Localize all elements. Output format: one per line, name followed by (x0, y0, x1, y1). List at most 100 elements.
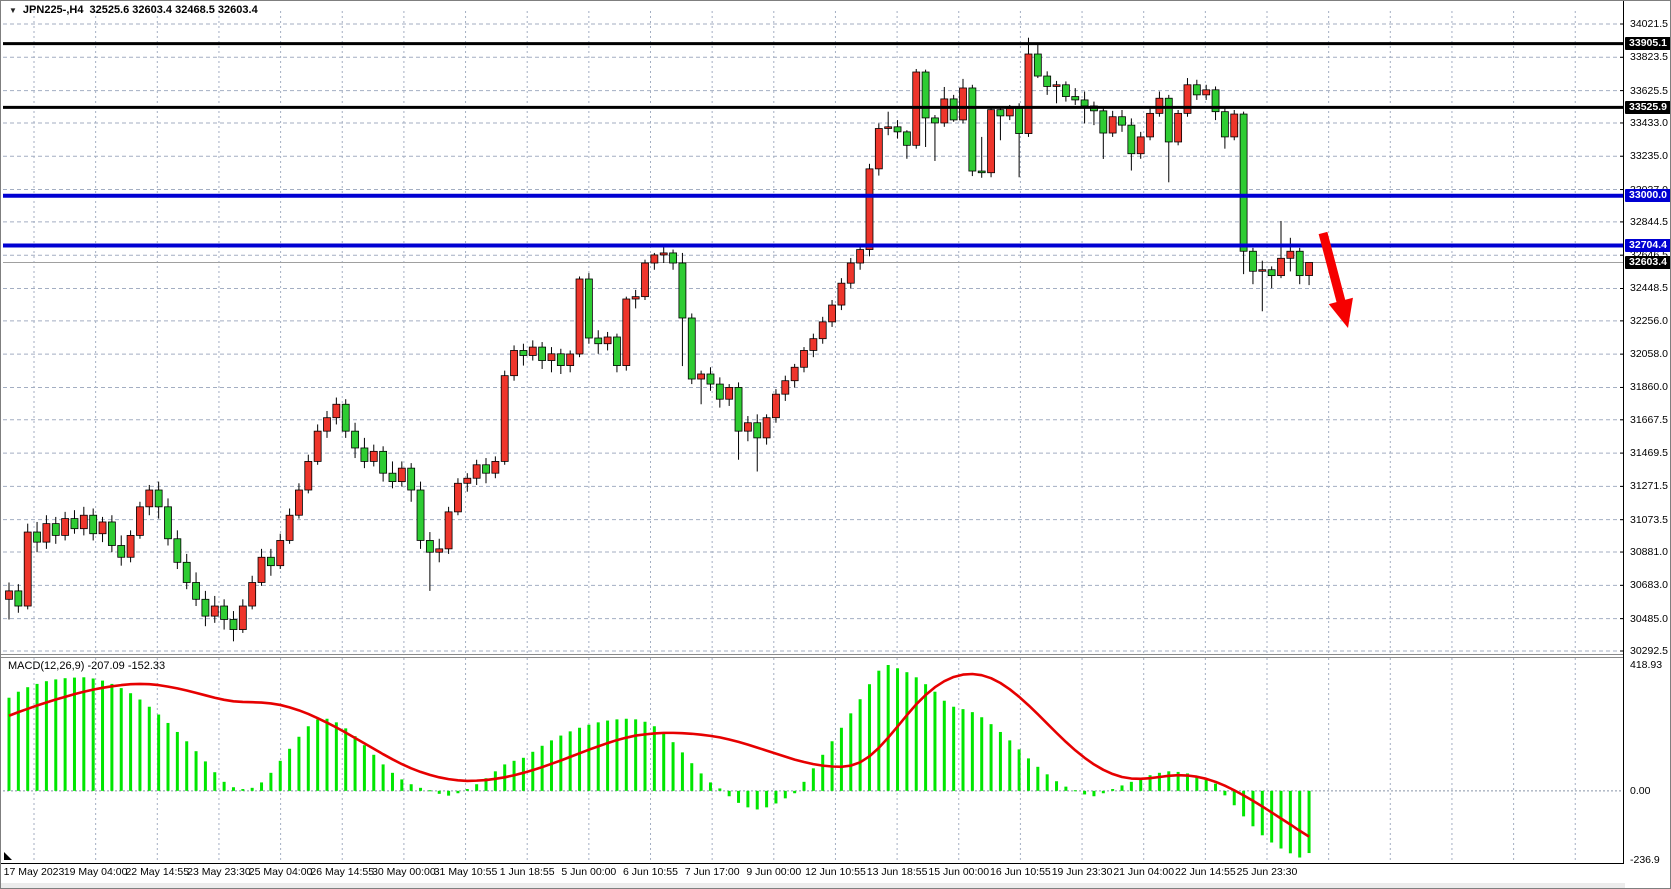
macd-bar (1185, 773, 1189, 791)
candle (987, 109, 995, 174)
macd-bar (1148, 775, 1152, 791)
macd-bar (194, 751, 198, 791)
macd-signal-line (8, 672, 1310, 838)
macd-bar (1092, 790, 1096, 797)
macd-bar (157, 714, 161, 791)
time-axis: 17 May 2023 19 May 04:00 22 May 14:55 23 Ma… (1, 864, 1624, 883)
macd-bar (26, 687, 30, 791)
macd-bar (587, 724, 591, 791)
macd-bar (1157, 772, 1161, 791)
price-axis-label: 31469.5 (1630, 447, 1668, 460)
macd-bar (1055, 781, 1059, 791)
candle (304, 461, 313, 491)
candle (407, 467, 416, 491)
macd-bar (1307, 790, 1311, 854)
macd-bar (110, 683, 114, 791)
candle (800, 350, 808, 368)
macd-bar (615, 719, 619, 791)
macd-bar (288, 748, 292, 791)
macd-bar (1045, 774, 1049, 791)
candle (1024, 53, 1033, 134)
chart-title: ▼ JPN225-,H4 32525.6 32603.4 32468.5 326… (9, 4, 258, 16)
macd-bar (549, 740, 553, 791)
macd-bar (44, 681, 48, 791)
price-axis-label: 32844.5 (1630, 215, 1668, 228)
macd-bar (419, 787, 423, 791)
candle (1239, 113, 1248, 252)
candle (1286, 250, 1295, 259)
candle (1258, 269, 1267, 272)
macd-bar (1064, 786, 1068, 791)
candle (884, 126, 893, 129)
candle (641, 262, 649, 298)
time-axis-label: 31 May 10:55 (433, 866, 498, 878)
macd-bar (634, 719, 638, 791)
candle (89, 514, 98, 535)
macd-bar (624, 718, 628, 791)
macd-bar (297, 736, 301, 791)
candle (229, 619, 238, 630)
candle (1211, 89, 1220, 113)
macd-indicator-label: MACD(12,26,9) -207.09 -152.33 (8, 660, 166, 672)
macd-bar (260, 782, 264, 791)
price-axis-label: 31667.5 (1630, 413, 1668, 426)
macd-bar (961, 709, 965, 791)
candle (874, 128, 883, 170)
candle (893, 126, 902, 133)
candle (669, 252, 677, 264)
time-axis-label: 15 Jun 00:00 (928, 866, 990, 878)
panel-divider[interactable] (1, 654, 1624, 655)
candle (388, 472, 397, 482)
price-axis-label: 31271.5 (1630, 480, 1668, 493)
macd-bar (1270, 790, 1274, 843)
macd-bar (54, 679, 58, 791)
macd-bar (344, 728, 348, 791)
price-axis-label: 33625.5 (1630, 84, 1668, 97)
macd-axis-label: -236.9 (1630, 854, 1660, 866)
candle (154, 489, 163, 508)
macd-bar (82, 677, 86, 791)
candle (482, 464, 490, 474)
symbol-dropdown-icon[interactable]: ▼ (9, 5, 17, 15)
candle (622, 298, 631, 366)
time-axis-label: 13 Jun 18:55 (866, 866, 928, 878)
macd-bar (16, 691, 20, 791)
price-axis-label: 31073.5 (1630, 513, 1668, 526)
macd-bar (1120, 785, 1124, 791)
candle (538, 346, 547, 361)
macd-bar (213, 772, 217, 791)
candle (1155, 97, 1164, 114)
candle (313, 430, 322, 462)
price-badge-33525.9: 33525.9 (1625, 100, 1670, 114)
candle (949, 98, 958, 121)
candle (931, 117, 939, 124)
macd-bar (896, 668, 900, 791)
candle (1108, 116, 1117, 134)
candle (51, 523, 60, 536)
candle (828, 304, 836, 323)
candle (238, 605, 247, 630)
annotation-arrow-shaft[interactable] (1318, 231, 1347, 308)
candle (1080, 99, 1089, 107)
macd-bar (755, 790, 759, 810)
time-axis-label: 9 Jun 00:00 (746, 866, 802, 878)
chart-canvas[interactable] (1, 1, 1624, 889)
candle (173, 538, 182, 563)
macd-bar (1223, 790, 1227, 796)
time-axis-label: 6 Jun 10:55 (623, 866, 678, 878)
macd-bar (680, 752, 684, 791)
annotation-arrow-head[interactable] (1328, 297, 1353, 328)
time-axis-label: 1 Jun 18:55 (499, 866, 555, 878)
macd-bar (7, 697, 11, 791)
candle (1295, 250, 1304, 277)
macd-bar (222, 781, 226, 791)
macd-bar (690, 763, 694, 791)
candle (360, 447, 369, 462)
panel-divider[interactable] (1, 657, 1624, 658)
macd-bar (578, 727, 582, 791)
time-axis-label: 26 May 14:55 (310, 866, 375, 878)
macd-bar (1251, 790, 1255, 827)
macd-bar (727, 790, 731, 797)
macd-bar (185, 741, 189, 791)
